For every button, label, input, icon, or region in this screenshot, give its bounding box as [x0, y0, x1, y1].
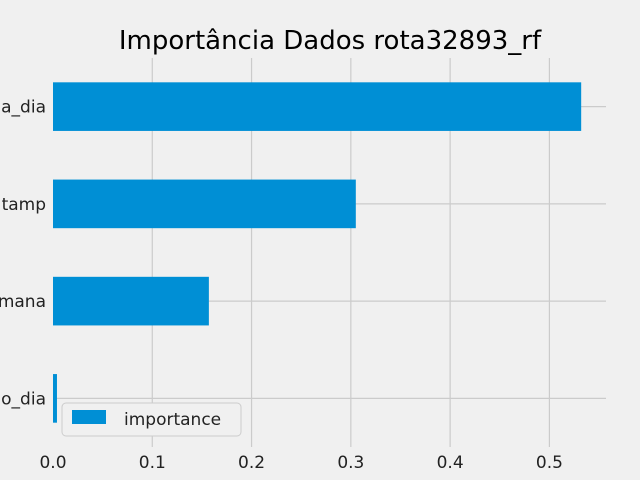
x-tick-label: 0.4	[437, 453, 464, 473]
x-tick-label: 0.2	[238, 453, 265, 473]
y-tick-label: o_dia	[1, 389, 46, 409]
chart-title: Importância Dados rota32893_rf	[119, 26, 542, 56]
legend: importance	[61, 402, 242, 437]
bar-o_dia	[53, 374, 57, 423]
y-tick-labels: o_dia mana tamp a_dia	[0, 98, 46, 410]
x-tick-label: 0.3	[337, 453, 364, 473]
bar-mana	[53, 276, 209, 326]
bar-tamp	[53, 179, 356, 229]
bar-a_dia	[53, 82, 582, 131]
x-tick-label: 0.0	[39, 453, 66, 473]
y-tick-label: tamp	[2, 195, 46, 215]
legend-box	[61, 402, 242, 437]
y-tick-label: a_dia	[1, 98, 46, 118]
y-tick-label: mana	[0, 292, 46, 312]
legend-label: importance	[124, 410, 221, 430]
x-tick-label: 0.1	[139, 453, 166, 473]
x-tick-labels: 0.0 0.1 0.2 0.3 0.4 0.5	[39, 453, 562, 473]
x-tick-label: 0.5	[536, 453, 563, 473]
legend-swatch	[72, 410, 106, 424]
bars	[53, 82, 582, 423]
